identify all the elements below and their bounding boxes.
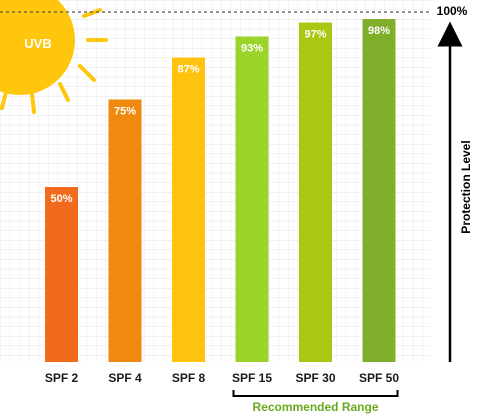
x-tick-label-spf-4: SPF 4 <box>108 371 142 385</box>
bars-layer: 50% 75% 87% 93% 97% 98% <box>45 19 396 362</box>
bar-value-label-spf-15: 93% <box>241 43 263 55</box>
bar-spf-50 <box>362 19 396 362</box>
x-tick-label-spf-30: SPF 30 <box>295 371 335 385</box>
bar-value-label-spf-30: 97% <box>304 29 326 41</box>
recommended-range-bracket <box>232 390 399 397</box>
bar-spf-4 <box>108 99 142 362</box>
bar-value-label-spf-8: 87% <box>177 64 199 76</box>
sun-label: UVB <box>24 36 51 51</box>
recommended-range-label: Recommended Range <box>252 400 378 414</box>
bar-spf-2 <box>45 187 78 362</box>
y-axis-title: Protection Level <box>459 140 473 233</box>
bar-spf-15 <box>235 36 269 362</box>
bar-spf-8 <box>172 57 205 362</box>
x-tick-label-spf-8: SPF 8 <box>172 371 206 385</box>
bar-spf-30 <box>299 22 332 362</box>
top-value-label: 100% <box>437 4 468 18</box>
x-tick-labels: SPF 2 SPF 4 SPF 8 SPF 15 SPF 30 SPF 50 <box>45 371 400 385</box>
bar-value-label-spf-2: 50% <box>50 193 72 205</box>
sun-icon: UVB <box>0 0 108 114</box>
x-tick-label-spf-2: SPF 2 <box>45 371 79 385</box>
x-tick-label-spf-50: SPF 50 <box>359 371 399 385</box>
x-tick-label-spf-15: SPF 15 <box>232 371 272 385</box>
bar-value-label-spf-50: 98% <box>368 25 390 37</box>
bar-value-label-spf-4: 75% <box>114 106 136 118</box>
